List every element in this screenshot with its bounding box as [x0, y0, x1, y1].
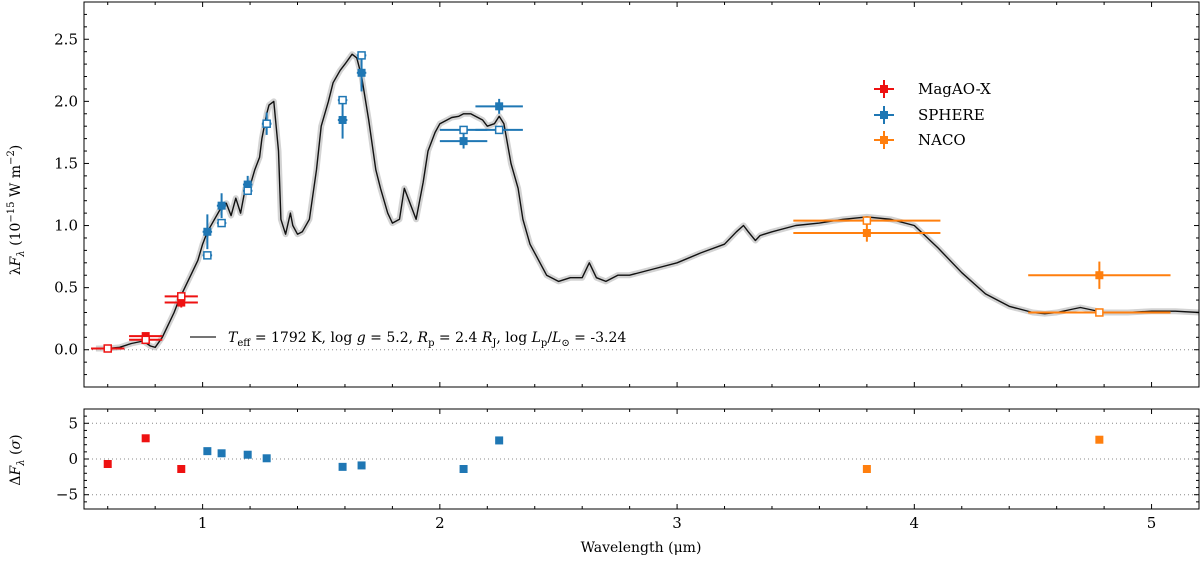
legend-label: MagAO-X [918, 80, 991, 98]
data-point [243, 180, 252, 189]
residual-axis-ticks: 1 2 3 4 5 −5 0 5 [56, 409, 1200, 532]
x-tick-label: 1 [198, 514, 208, 532]
legend-entry-naco: NACO [874, 131, 966, 149]
y-tick-label: 0.5 [54, 279, 78, 297]
residual-point [1095, 435, 1104, 444]
data-point [495, 102, 504, 111]
x-tick-label: 3 [672, 514, 682, 532]
y-tick-label: 2.5 [54, 30, 78, 48]
residual-point [262, 454, 271, 463]
synthetic-point [1095, 308, 1104, 317]
synthetic-point [243, 186, 252, 196]
residual-point [357, 461, 366, 470]
main-axis-ticks: 0.0 0.5 1.0 1.5 2.0 2.5 [54, 2, 1200, 387]
y-tick-label: 2.0 [54, 92, 78, 110]
data-point [217, 201, 226, 210]
legend-marker [880, 111, 888, 119]
synthetic-point [338, 95, 347, 105]
model-legend-label: Teff = 1792 K, log g = 5.2, Rp = 2.4 RJ,… [228, 330, 626, 349]
synthetic-point [203, 251, 212, 260]
residual-point [459, 465, 468, 473]
residual-y-axis-label: ΔFλ (σ) [8, 434, 27, 485]
residual-point [103, 460, 112, 468]
legend-entry-sphere: SPHERE [874, 106, 985, 124]
synthetic-point [217, 218, 226, 228]
residual-point [203, 447, 212, 456]
data-point [177, 298, 186, 307]
data-point [459, 137, 468, 146]
legend-label: SPHERE [918, 106, 985, 124]
residual-point [141, 434, 150, 443]
residual-point [862, 465, 871, 473]
synthetic-point [357, 51, 366, 60]
data-point [1095, 271, 1104, 280]
legend: MagAO-X SPHERE NACO [874, 80, 991, 149]
legend-marker [880, 85, 888, 93]
residual-point [243, 450, 252, 459]
synthetic-point [103, 344, 112, 353]
model-spectrum-sample-band [95, 51, 1200, 352]
y-tick-label: −5 [56, 486, 78, 504]
model-spectrum-line [95, 53, 1200, 350]
legend-label: NACO [918, 131, 966, 149]
legend-entry-magaox: MagAO-X [874, 80, 991, 98]
synthetic-point [459, 125, 468, 135]
y-tick-label: 0.0 [54, 341, 78, 359]
data-point [338, 115, 347, 124]
model-legend: Teff = 1792 K, log g = 5.2, Rp = 2.4 RJ,… [190, 330, 626, 349]
residual-plot-area [84, 422, 1199, 496]
residual-point [217, 449, 226, 458]
data-point [862, 229, 871, 237]
residual-axes-frame [83, 408, 1200, 510]
residual-point [495, 436, 504, 445]
data-point [203, 227, 212, 236]
main-y-axis-label: λFλ (10−15 W m−2) [6, 145, 27, 276]
main-plot-area [84, 51, 1200, 353]
x-tick-label: 4 [910, 514, 920, 532]
synthetic-point [141, 335, 150, 345]
y-tick-label: 1.5 [54, 154, 78, 172]
main-axes-frame [83, 1, 1200, 388]
synthetic-point [177, 292, 186, 301]
x-tick-label: 5 [1147, 514, 1157, 532]
y-tick-label: 5 [68, 414, 78, 432]
x-axis-label: Wavelength (μm) [581, 540, 702, 556]
synthetic-point [262, 119, 271, 128]
residual-point [338, 462, 347, 471]
data-point [357, 68, 366, 77]
synthetic-point [862, 216, 872, 225]
x-tick-label: 2 [435, 514, 445, 532]
legend-marker [880, 136, 888, 144]
residual-panel: 1 2 3 4 5 −5 0 5 ΔFλ (σ) Wavelength (μm) [8, 408, 1200, 556]
residual-point [177, 465, 186, 473]
synthetic-point [494, 125, 504, 135]
y-tick-label: 0 [68, 450, 78, 468]
y-tick-label: 1.0 [54, 217, 78, 235]
main-panel: 0.0 0.5 1.0 1.5 2.0 2.5 λFλ (10−15 W m−2) Tef… [6, 1, 1200, 388]
